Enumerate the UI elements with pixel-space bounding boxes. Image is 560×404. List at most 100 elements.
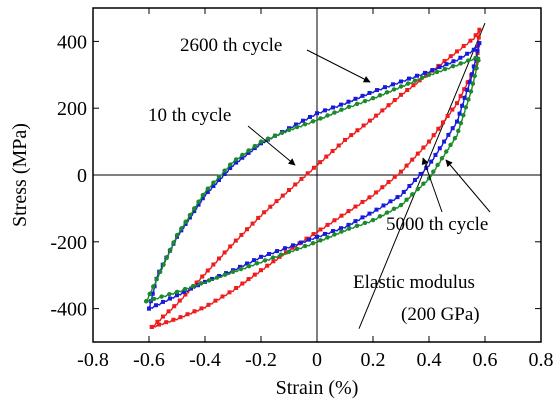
annotation-5000-arrow-b xyxy=(445,159,491,213)
data-point xyxy=(258,139,264,144)
data-point xyxy=(354,101,360,107)
data-point xyxy=(205,268,210,273)
data-point xyxy=(401,190,406,195)
data-point xyxy=(168,247,173,253)
data-point xyxy=(367,118,372,123)
data-point xyxy=(339,213,344,218)
data-point xyxy=(430,67,435,72)
data-point xyxy=(388,199,393,204)
data-point xyxy=(233,238,238,243)
data-point xyxy=(256,215,261,220)
data-series xyxy=(144,27,482,329)
data-point xyxy=(407,76,411,81)
data-point xyxy=(346,104,352,109)
data-point xyxy=(185,312,190,317)
data-point xyxy=(171,240,176,245)
data-point xyxy=(436,126,441,131)
data-point xyxy=(457,111,462,116)
data-point xyxy=(346,226,352,231)
data-point xyxy=(399,169,403,174)
data-point xyxy=(278,252,284,257)
data-point xyxy=(444,149,449,154)
data-point xyxy=(367,211,372,216)
data-point xyxy=(476,35,481,40)
data-point xyxy=(411,83,416,88)
data-point xyxy=(355,128,360,133)
annotation-elastic-modulus-value: (200 GPa) xyxy=(401,304,480,325)
data-point xyxy=(265,263,270,268)
data-point xyxy=(417,78,422,83)
data-point xyxy=(196,202,201,207)
data-point xyxy=(332,110,337,115)
data-point xyxy=(187,212,193,218)
data-point xyxy=(466,97,471,102)
data-point xyxy=(418,171,423,176)
annotation-5000-cycle: 5000 th cycle xyxy=(386,214,488,235)
data-point xyxy=(415,73,419,78)
data-point xyxy=(211,262,216,267)
data-point xyxy=(323,108,327,113)
annotation-2600-arrow xyxy=(306,49,371,83)
data-point xyxy=(423,70,427,75)
data-point xyxy=(370,217,376,223)
data-point xyxy=(290,245,295,250)
data-point xyxy=(475,48,480,53)
data-point xyxy=(374,190,379,195)
data-point xyxy=(471,64,476,69)
data-point xyxy=(413,178,417,183)
data-point xyxy=(315,234,319,239)
data-point xyxy=(283,246,287,251)
data-point xyxy=(346,99,351,104)
data-point xyxy=(279,130,285,136)
data-point xyxy=(150,291,155,296)
data-point xyxy=(339,102,343,107)
data-point xyxy=(399,92,403,97)
data-point xyxy=(431,133,436,138)
data-point xyxy=(474,65,479,71)
data-point xyxy=(374,207,379,212)
data-point xyxy=(164,320,169,325)
y-tick-label: 400 xyxy=(57,31,87,53)
data-point xyxy=(217,178,221,183)
data-point xyxy=(154,277,159,282)
x-tick-label: 0.8 xyxy=(529,349,554,371)
data-point xyxy=(151,284,156,289)
data-point xyxy=(280,193,285,198)
data-point xyxy=(421,145,426,150)
data-point xyxy=(179,226,184,231)
data-point xyxy=(299,240,303,245)
data-point xyxy=(206,278,212,283)
data-point xyxy=(259,254,263,259)
data-point xyxy=(234,160,239,165)
data-point xyxy=(310,241,316,246)
data-point xyxy=(274,199,279,204)
data-point xyxy=(383,85,387,90)
data-point xyxy=(460,103,465,108)
data-point xyxy=(398,84,404,89)
data-point xyxy=(451,59,456,64)
data-point xyxy=(206,302,211,307)
data-point xyxy=(362,98,368,104)
data-point xyxy=(183,292,188,297)
data-point xyxy=(353,219,358,224)
data-point xyxy=(391,206,397,212)
data-point xyxy=(421,181,426,186)
data-point xyxy=(444,62,449,67)
data-point xyxy=(477,27,482,32)
data-point xyxy=(177,298,182,303)
data-point xyxy=(471,47,476,52)
data-point xyxy=(238,264,242,269)
data-point xyxy=(395,195,400,200)
data-point xyxy=(404,197,409,202)
data-point xyxy=(174,289,180,295)
data-point xyxy=(210,276,214,281)
data-point xyxy=(377,214,383,219)
data-point xyxy=(346,222,351,227)
data-point xyxy=(448,142,453,148)
data-point xyxy=(353,204,358,209)
data-point xyxy=(200,274,205,279)
data-point xyxy=(330,149,335,154)
data-point xyxy=(392,98,397,103)
data-point xyxy=(222,272,228,277)
